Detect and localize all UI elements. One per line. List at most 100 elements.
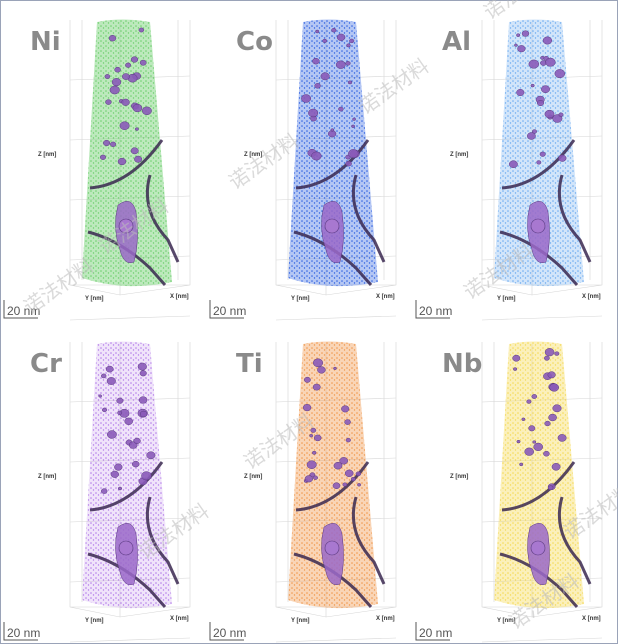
precipitate bbox=[330, 128, 335, 132]
precipitate bbox=[544, 109, 555, 119]
precipitate bbox=[309, 434, 314, 438]
scale-bar bbox=[415, 622, 450, 641]
precipitate bbox=[544, 420, 551, 427]
precipitate bbox=[311, 151, 322, 161]
panel: Cr Z [nm] Y [nm] X [nm] 20 nm bbox=[3, 341, 191, 643]
z-axis-label: Z [nm] bbox=[38, 474, 56, 480]
precipitate bbox=[513, 367, 518, 371]
precipitate bbox=[104, 74, 111, 79]
precipitate bbox=[138, 396, 148, 404]
precipitate bbox=[333, 366, 337, 370]
scale-bar-label: 20 nm bbox=[213, 304, 246, 318]
precipitate bbox=[342, 482, 348, 487]
grain-boundary bbox=[145, 496, 180, 585]
y-axis-label: Y [nm] bbox=[291, 618, 310, 624]
precipitate bbox=[514, 43, 518, 47]
precipitate bbox=[335, 60, 346, 69]
panel: Co Z [nm] Y [nm] X [nm] 20 nm bbox=[209, 19, 397, 321]
precipitate bbox=[109, 85, 120, 95]
precipitate bbox=[130, 147, 139, 155]
x-axis-label: X [nm] bbox=[376, 294, 395, 300]
precipitate bbox=[517, 45, 526, 53]
precipitate bbox=[105, 365, 114, 373]
precipitate bbox=[528, 425, 536, 432]
grain-boundary bbox=[351, 496, 386, 585]
z-axis-label: Z [nm] bbox=[244, 152, 262, 158]
precipitate bbox=[118, 540, 134, 556]
precipitate bbox=[531, 394, 538, 399]
element-label: Al bbox=[442, 27, 471, 57]
x-axis-label: X [nm] bbox=[170, 616, 189, 622]
precipitate bbox=[110, 470, 119, 478]
precipitate bbox=[108, 35, 117, 42]
precipitate bbox=[532, 440, 537, 444]
panel: Al Z [nm] Y [nm] X [nm] 20 nm bbox=[415, 19, 603, 321]
precipitate bbox=[350, 477, 356, 482]
precipitate bbox=[549, 383, 559, 392]
box-grid bbox=[275, 637, 397, 643]
precipitate bbox=[131, 460, 140, 468]
precipitate bbox=[542, 36, 553, 45]
scale-bar bbox=[209, 300, 244, 319]
element-label: Ti bbox=[236, 349, 263, 379]
precipitate bbox=[138, 27, 145, 33]
precipitate bbox=[526, 399, 532, 404]
precipitate bbox=[544, 348, 555, 357]
precipitate bbox=[122, 73, 130, 80]
precipitate bbox=[536, 99, 545, 107]
grain-boundary bbox=[145, 174, 180, 263]
precipitate bbox=[558, 112, 564, 117]
reconstruction bbox=[494, 19, 584, 287]
precipitate bbox=[521, 30, 530, 37]
reconstruction bbox=[288, 19, 378, 287]
precipitate bbox=[528, 59, 540, 69]
precipitate bbox=[312, 383, 321, 391]
precipitate bbox=[302, 404, 312, 412]
precipitate bbox=[98, 394, 102, 398]
precipitate bbox=[304, 376, 311, 383]
precipitate bbox=[107, 430, 117, 439]
grain-boundary bbox=[295, 139, 370, 190]
element-label: Nb bbox=[442, 349, 482, 379]
precipitate bbox=[130, 56, 139, 63]
precipitate bbox=[544, 355, 550, 361]
z-axis-label: Z [nm] bbox=[450, 152, 468, 158]
scale-bar-label: 20 nm bbox=[213, 626, 246, 640]
precipitate bbox=[348, 149, 359, 159]
scale-bar bbox=[415, 300, 450, 319]
precipitate bbox=[117, 157, 127, 166]
reconstruction bbox=[82, 19, 172, 287]
grain-boundary bbox=[557, 174, 592, 263]
precipitate bbox=[516, 439, 521, 444]
box-grid bbox=[481, 315, 603, 321]
precipitate bbox=[317, 366, 326, 374]
precipitate bbox=[313, 475, 318, 480]
precipitate bbox=[558, 154, 567, 162]
grain-boundary bbox=[295, 461, 370, 512]
grain-boundary bbox=[89, 461, 164, 512]
x-axis-label: X [nm] bbox=[376, 616, 395, 622]
panel: Ni Z [nm] Y [nm] X [nm] 20 nm bbox=[3, 19, 191, 321]
precipitate bbox=[346, 43, 351, 48]
grain-boundary bbox=[557, 496, 592, 585]
precipitate bbox=[527, 132, 536, 140]
precipitate bbox=[557, 434, 567, 442]
precipitate bbox=[100, 373, 107, 379]
precipitate bbox=[117, 410, 123, 415]
grain-boundary bbox=[351, 174, 386, 263]
precipitate bbox=[512, 354, 521, 362]
precipitate bbox=[146, 451, 156, 460]
precipitate bbox=[141, 106, 152, 116]
precipitate bbox=[530, 218, 546, 234]
precipitate bbox=[333, 461, 343, 470]
precipitate bbox=[310, 427, 317, 433]
precipitate bbox=[516, 89, 525, 96]
precipitate bbox=[137, 362, 147, 371]
grain-boundary bbox=[501, 461, 576, 512]
precipitate bbox=[301, 94, 312, 103]
precipitate bbox=[336, 33, 346, 41]
watermark: 诺法材料 bbox=[354, 54, 433, 120]
precipitate bbox=[114, 463, 123, 471]
x-axis-label: X [nm] bbox=[582, 294, 601, 300]
box-grid bbox=[275, 315, 397, 321]
